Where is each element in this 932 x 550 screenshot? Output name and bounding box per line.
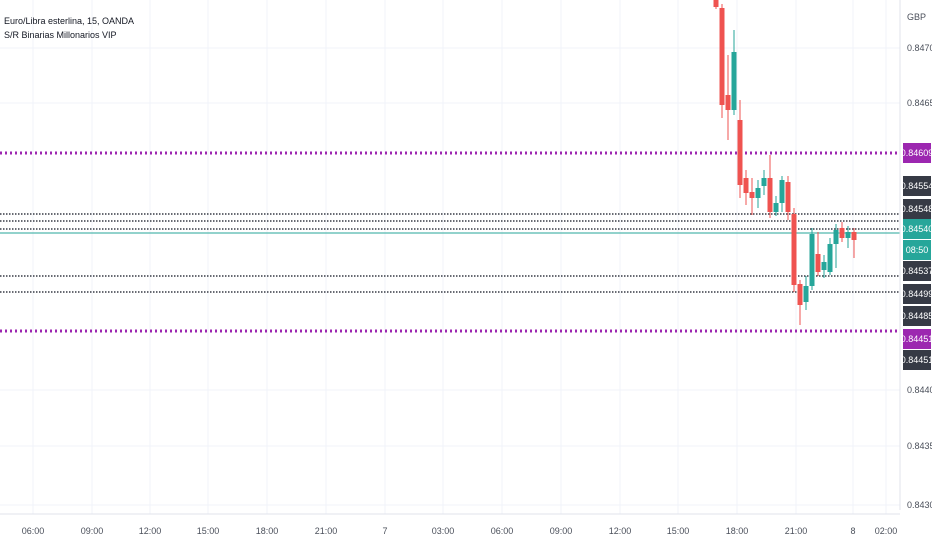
price-tag (903, 329, 931, 349)
price-label: 0.84400 (907, 385, 932, 395)
price-tag-label: 0.84485 (901, 311, 932, 321)
price-label: 0.84650 (907, 98, 932, 108)
candle-body (797, 284, 803, 305)
time-label: 21:00 (785, 526, 808, 536)
time-label: 15:00 (197, 526, 220, 536)
price-tag-label: 0.84451 (901, 355, 932, 365)
price-tag (903, 199, 931, 219)
candle-body (713, 0, 719, 7)
price-tag (903, 306, 931, 326)
time-label: 18:00 (726, 526, 749, 536)
candle-body (737, 120, 743, 185)
candle-body (779, 180, 785, 203)
candle-body (791, 214, 797, 285)
price-tag-label: 0.84609 (901, 148, 932, 158)
candle-body (803, 286, 809, 302)
time-label: 03:00 (432, 526, 455, 536)
price-label: 0.84350 (907, 441, 932, 451)
symbol-title[interactable]: Euro/Libra esterlina, 15, OANDA (4, 16, 135, 26)
candle-body (839, 228, 845, 238)
sr-levels (0, 151, 900, 333)
price-tags: 0.84609 0.84554 0.84548 0.84540 08:50 0.84537… (901, 143, 932, 370)
candle-body (761, 178, 767, 186)
time-axis[interactable]: 06:00 09:00 12:00 15:00 18:00 21:00 7 03:00 06:0… (0, 513, 900, 536)
candle-body (767, 178, 773, 212)
candle-body (845, 232, 851, 238)
time-label: 02:00 (875, 526, 898, 536)
price-label: 0.84700 (907, 43, 932, 53)
candle-body (815, 254, 821, 272)
price-axis[interactable]: GBP 0.84700 0.84650 0.84400 0.84350 0.84… (899, 0, 932, 510)
candle-body (719, 8, 725, 105)
price-tag (903, 240, 931, 260)
price-tag (903, 176, 931, 196)
candle-body (809, 234, 815, 286)
candle-body (749, 192, 755, 198)
time-label: 12:00 (609, 526, 632, 536)
indicator-name[interactable]: S/R Binarias Millonarios VIP (4, 30, 117, 40)
time-label: 09:00 (81, 526, 104, 536)
price-tag (903, 261, 931, 281)
candle-body (827, 244, 833, 272)
price-tag-label: 08:50 (906, 245, 929, 255)
time-label: 06:00 (22, 526, 45, 536)
currency-label: GBP (907, 12, 926, 22)
candle-body (821, 262, 827, 270)
price-tag-label: 0.84537 (901, 266, 932, 276)
candle-body (725, 95, 731, 110)
candle-body (785, 182, 791, 212)
time-label: 06:00 (491, 526, 514, 536)
candle-body (755, 188, 761, 198)
price-tag-label: 0.84554 (901, 181, 932, 191)
candles (713, 0, 857, 325)
price-tag (903, 143, 931, 163)
candle-body (833, 230, 839, 244)
time-label: 15:00 (667, 526, 690, 536)
candle-body (731, 52, 737, 110)
time-label: 18:00 (256, 526, 279, 536)
chart-legend: Euro/Libra esterlina, 15, OANDA S/R Bina… (4, 14, 134, 42)
time-label: 12:00 (139, 526, 162, 536)
price-label: 0.84300 (907, 500, 932, 510)
time-label: 8 (850, 526, 855, 536)
price-tag-label: 0.84499 (901, 289, 932, 299)
time-label: 09:00 (550, 526, 573, 536)
price-tag-label: 0.84540 (901, 224, 932, 234)
time-label: 7 (382, 526, 387, 536)
price-tag (903, 350, 931, 370)
grid (0, 0, 900, 514)
candle-body (743, 178, 749, 193)
time-label: 21:00 (315, 526, 338, 536)
price-tag (903, 219, 931, 239)
price-tag (903, 284, 931, 304)
candle-body (773, 203, 779, 212)
price-tag-label: 0.84451 (901, 334, 932, 344)
price-tag-label: 0.84548 (901, 204, 932, 214)
candle-body (851, 232, 857, 240)
